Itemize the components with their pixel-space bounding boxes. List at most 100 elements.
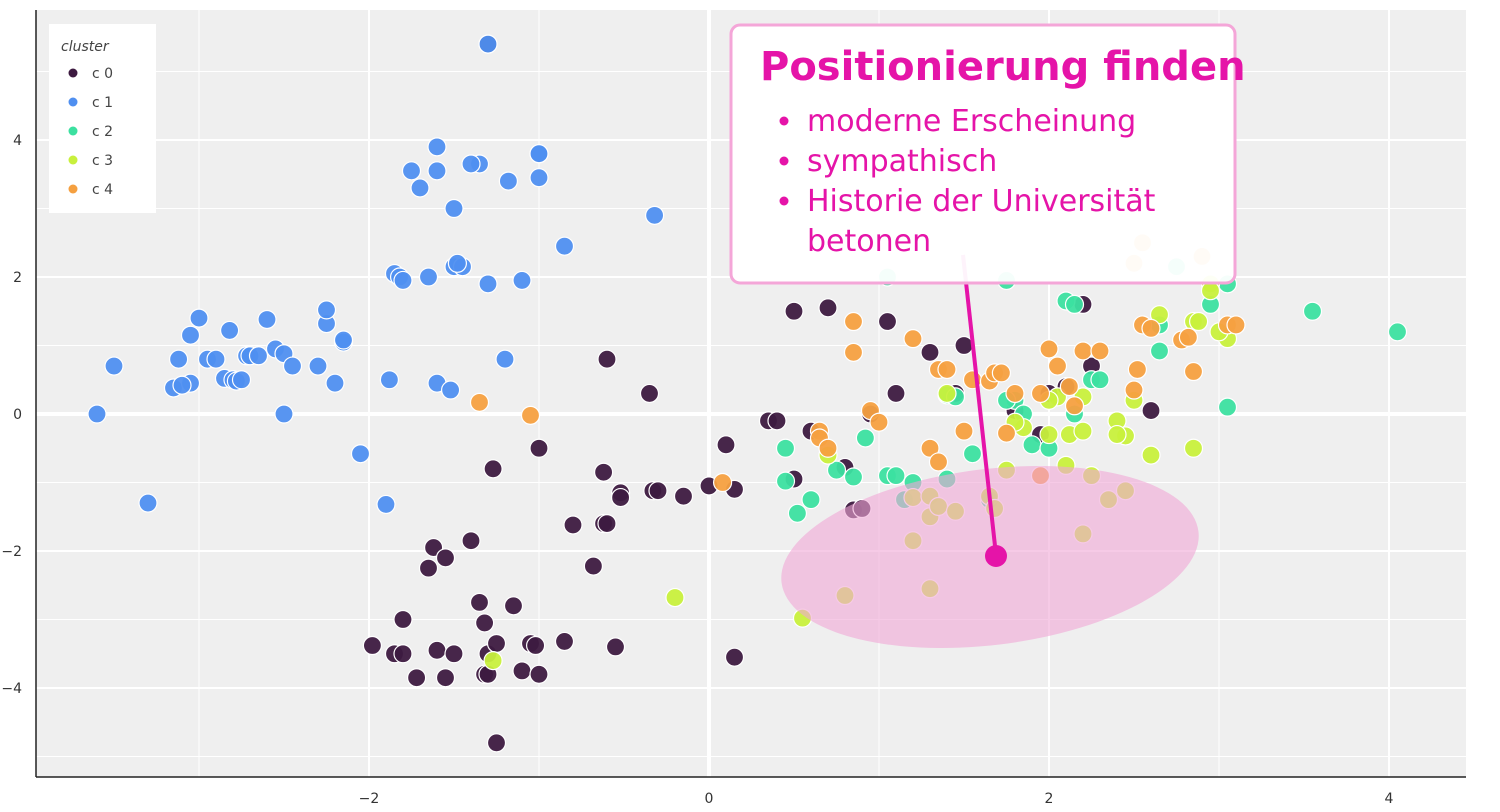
data-point-c2 — [1302, 301, 1323, 321]
legend-marker — [68, 68, 78, 78]
data-point-c0 — [554, 631, 575, 652]
data-point-c1 — [138, 493, 158, 513]
data-point-c1 — [427, 161, 447, 181]
legend-marker — [68, 155, 78, 165]
data-point-c3 — [665, 587, 685, 608]
data-point-c0 — [648, 481, 668, 501]
data-point-c0 — [610, 487, 631, 508]
data-point-c4 — [920, 438, 940, 458]
data-point-c4 — [937, 359, 957, 380]
data-point-c1 — [308, 356, 328, 376]
legend-title: cluster — [61, 39, 110, 55]
data-point-c4 — [1226, 315, 1246, 335]
data-point-c2 — [1217, 397, 1238, 417]
data-point-c1 — [498, 171, 518, 191]
data-point-c0 — [393, 644, 413, 664]
data-point-c2 — [1387, 322, 1408, 342]
legend-marker — [68, 97, 78, 107]
data-point-c4 — [469, 392, 490, 412]
data-point-c2 — [886, 466, 906, 486]
data-point-c4 — [843, 342, 864, 362]
data-point-c0 — [583, 556, 604, 576]
data-point-c2 — [1064, 294, 1085, 314]
data-point-c0 — [1141, 400, 1161, 421]
data-point-c1 — [325, 373, 345, 393]
data-point-c0 — [435, 548, 456, 568]
data-point-c0 — [597, 349, 617, 369]
bullet-dot — [779, 116, 789, 126]
data-point-c1 — [87, 404, 107, 424]
data-point-c4 — [954, 421, 974, 441]
data-point-c1 — [172, 375, 192, 395]
data-point-c0 — [435, 668, 456, 688]
data-point-c2 — [826, 460, 847, 480]
data-point-c0 — [784, 301, 804, 321]
data-point-c1 — [220, 320, 240, 341]
legend-marker — [68, 184, 78, 194]
data-point-c1 — [206, 349, 226, 369]
bullet-dot — [779, 156, 789, 166]
data-point-c1 — [644, 205, 665, 225]
data-point-c0 — [483, 459, 503, 479]
data-point-c0 — [486, 733, 507, 753]
data-point-c3 — [1149, 305, 1170, 325]
data-point-c1 — [554, 236, 575, 256]
data-point-c0 — [877, 311, 898, 332]
data-point-c3 — [1039, 424, 1059, 445]
y-tick-label: 4 — [13, 133, 22, 149]
data-point-c1 — [427, 137, 447, 157]
x-tick-label: 2 — [1045, 791, 1054, 807]
x-tick-label: −2 — [359, 791, 380, 807]
data-point-c0 — [593, 462, 614, 482]
data-point-c0 — [818, 298, 838, 318]
data-point-c1 — [512, 270, 532, 291]
annotation-box: Positionierung finden moderne Erscheinun… — [729, 23, 1246, 285]
data-point-c4 — [1064, 396, 1085, 416]
data-point-c0 — [475, 613, 495, 633]
data-point-c4 — [1073, 341, 1093, 361]
data-point-c1 — [257, 309, 277, 330]
data-point-c0 — [529, 438, 549, 458]
data-point-c1 — [333, 330, 354, 350]
data-point-c1 — [231, 370, 252, 390]
data-point-c4 — [1059, 377, 1080, 397]
data-point-c4 — [1178, 327, 1199, 347]
data-point-c0 — [407, 668, 427, 688]
data-point-c4 — [712, 472, 733, 493]
y-tick-label: 2 — [13, 270, 22, 286]
data-point-c1 — [189, 308, 209, 328]
data-point-c4 — [1047, 356, 1068, 376]
data-point-c4 — [991, 363, 1012, 383]
annotation-pointer-line — [961, 254, 998, 556]
data-point-c0 — [469, 592, 490, 612]
annotation-bullet-3: Historie der Universität — [807, 184, 1156, 219]
data-point-c1 — [495, 349, 515, 369]
legend-marker — [68, 126, 78, 136]
data-point-c3 — [1107, 424, 1127, 445]
data-point-c2 — [775, 471, 796, 491]
data-point-c4 — [1183, 361, 1204, 382]
data-point-c2 — [855, 428, 876, 448]
data-point-c4 — [928, 452, 949, 472]
x-tick-label: 0 — [705, 791, 714, 807]
data-point-c3 — [937, 383, 957, 404]
data-point-c0 — [444, 644, 464, 664]
legend-label: c 2 — [92, 124, 113, 140]
data-point-c1 — [104, 356, 124, 376]
data-point-c0 — [512, 661, 532, 681]
data-point-c4 — [1090, 341, 1110, 361]
data-point-c0 — [605, 637, 626, 657]
data-point-c3 — [1183, 438, 1204, 458]
data-point-c0 — [673, 486, 694, 506]
data-point-c2 — [1022, 435, 1042, 455]
data-point-c4 — [903, 329, 923, 349]
data-point-c0 — [362, 635, 382, 656]
legend-box — [49, 24, 156, 213]
annotation-background — [729, 23, 1237, 285]
bullet-dot — [779, 196, 789, 206]
y-tick-label: −2 — [1, 544, 22, 560]
data-point-c4 — [1030, 383, 1051, 404]
legend-label: c 0 — [92, 66, 113, 82]
annotation-bullet-1: moderne Erscheinung — [807, 104, 1136, 139]
y-tick-labels: −4 −2 0 2 4 — [1, 133, 22, 697]
